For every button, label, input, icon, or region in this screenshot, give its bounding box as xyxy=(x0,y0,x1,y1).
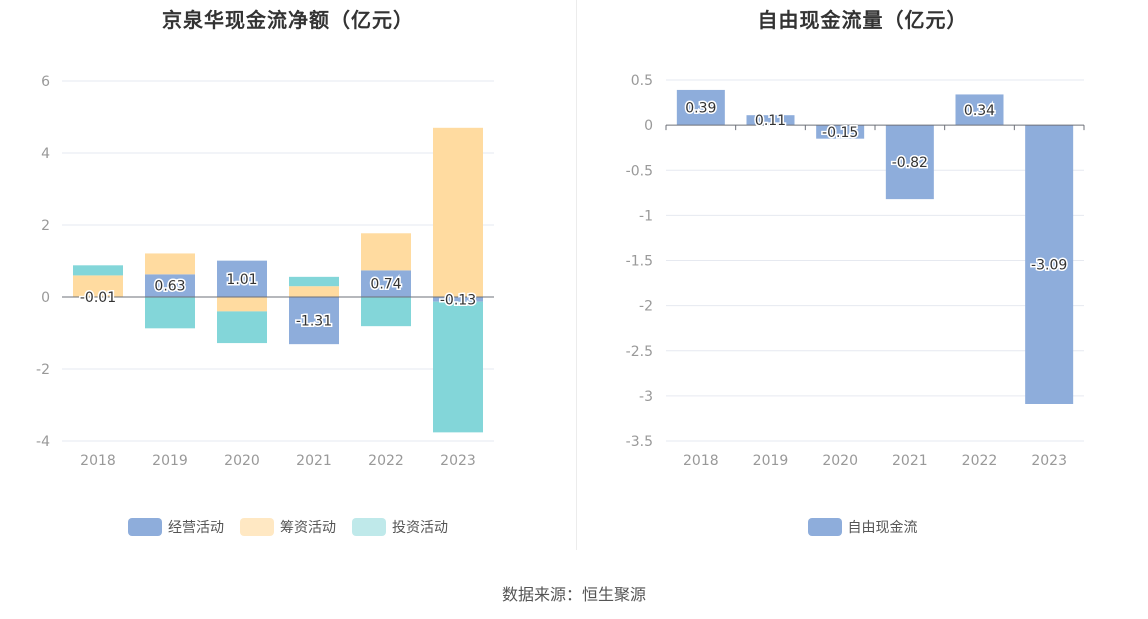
legend-item-operating[interactable]: 经营活动 xyxy=(128,517,224,537)
y-tick-label: -1.5 xyxy=(626,254,653,270)
chart-title: 京泉华现金流净额（亿元） xyxy=(162,8,414,32)
y-tick-label: -2 xyxy=(36,362,50,378)
x-tick-label: 2018 xyxy=(80,453,116,469)
bar-0 xyxy=(676,89,725,126)
x-tick-label: 2018 xyxy=(683,453,719,469)
y-tick-label: -3.5 xyxy=(626,434,653,450)
data-label: -0.82 xyxy=(892,155,928,171)
legend-swatch-investing xyxy=(352,518,386,536)
bar-0 xyxy=(1025,125,1074,404)
legend: 自由现金流 xyxy=(577,517,1148,537)
legend-label: 自由现金流 xyxy=(847,520,918,536)
bar-2 xyxy=(289,276,339,287)
x-tick-label: 2022 xyxy=(368,453,404,469)
legend-swatch-financing xyxy=(240,518,274,536)
legend-item-financing[interactable]: 筹资活动 xyxy=(240,517,336,537)
bar-2 xyxy=(433,301,483,433)
bar-2 xyxy=(73,265,123,276)
data-label: -0.15 xyxy=(822,125,858,141)
data-label: -1.31 xyxy=(296,314,332,330)
y-tick-label: -1 xyxy=(639,208,653,224)
panel-divider xyxy=(576,0,577,550)
y-tick-label: -0.5 xyxy=(626,163,653,179)
y-tick-label: 6 xyxy=(41,74,50,90)
y-tick-label: 0.5 xyxy=(631,73,653,89)
bar-0 xyxy=(361,270,411,297)
legend-label: 投资活动 xyxy=(392,520,448,536)
legend-item-investing[interactable]: 投资活动 xyxy=(352,517,448,537)
bar-0 xyxy=(433,297,483,302)
data-label: -0.01 xyxy=(80,290,116,306)
x-tick-label: 2021 xyxy=(296,453,332,469)
data-label: 0.74 xyxy=(370,277,401,293)
bar-2 xyxy=(145,297,195,329)
data-label: 0.63 xyxy=(154,279,185,295)
bar-2 xyxy=(361,297,411,327)
x-tick-label: 2019 xyxy=(753,453,789,469)
free-cashflow-chart-panel: 自由现金流量（亿元） 0.5 0 -0.5 -1 -1.5 -2 -2.5 -3 -3.5 201… xyxy=(577,0,1148,550)
x-tick-label: 2023 xyxy=(1031,453,1067,469)
data-label: -3.09 xyxy=(1031,258,1067,274)
bar-0 xyxy=(217,260,267,297)
legend-swatch-free-cashflow xyxy=(807,518,842,536)
data-label: -0.13 xyxy=(440,292,476,308)
data-source-note: 数据来源：恒生聚源 xyxy=(501,585,646,604)
legend-swatch-operating xyxy=(128,518,162,536)
bar-0 xyxy=(955,94,1004,126)
bar-1 xyxy=(145,253,195,275)
y-tick-label: 0 xyxy=(41,290,50,306)
data-label: 1.01 xyxy=(226,272,257,288)
x-tick-label: 2020 xyxy=(224,453,260,469)
legend: 经营活动 筹资活动 投资活动 xyxy=(0,517,576,537)
legend-label: 经营活动 xyxy=(168,520,224,536)
x-tick-label: 2022 xyxy=(962,453,998,469)
bar-1 xyxy=(217,297,267,312)
bar-0 xyxy=(816,125,865,139)
chart-title: 自由现金流量（亿元） xyxy=(757,8,968,32)
y-tick-label: 2 xyxy=(41,218,50,234)
net-cashflow-chart: 6 4 2 0 -2 -4 2018 -0.01 2019 0.63 2020 1.01 2021 -1.… xyxy=(36,74,494,469)
bar-1 xyxy=(361,233,411,271)
bar-0 xyxy=(289,297,339,345)
y-tick-label: -2.5 xyxy=(626,344,653,360)
x-tick-label: 2023 xyxy=(440,453,476,469)
bar-1 xyxy=(289,286,339,297)
data-label: 0.34 xyxy=(964,103,995,119)
x-tick-label: 2020 xyxy=(822,453,858,469)
legend-label: 筹资活动 xyxy=(280,520,336,536)
y-tick-label: -4 xyxy=(36,434,50,450)
data-label: 0.39 xyxy=(685,101,716,117)
bar-0 xyxy=(746,115,795,126)
x-tick-label: 2019 xyxy=(152,453,188,469)
bar-0 xyxy=(885,125,934,200)
y-tick-label: 4 xyxy=(41,146,50,162)
y-tick-label: -3 xyxy=(639,389,653,405)
x-tick-label: 2021 xyxy=(892,453,928,469)
net-cashflow-chart-panel: 京泉华现金流净额（亿元） 6 4 2 0 -2 -4 2018 -0.01 2019 0.63 20… xyxy=(0,0,576,550)
bar-1 xyxy=(433,127,483,297)
data-label: 0.11 xyxy=(755,113,786,129)
bar-2 xyxy=(217,311,267,344)
free-cashflow-chart: 0.5 0 -0.5 -1 -1.5 -2 -2.5 -3 -3.5 2018 0.39 2019 0.… xyxy=(626,73,1085,469)
legend-item-free-cashflow[interactable]: 自由现金流 xyxy=(807,517,918,537)
y-tick-label: -2 xyxy=(639,299,653,315)
y-tick-label: 0 xyxy=(644,118,653,134)
bar-1 xyxy=(73,275,123,297)
bar-0 xyxy=(145,274,195,297)
